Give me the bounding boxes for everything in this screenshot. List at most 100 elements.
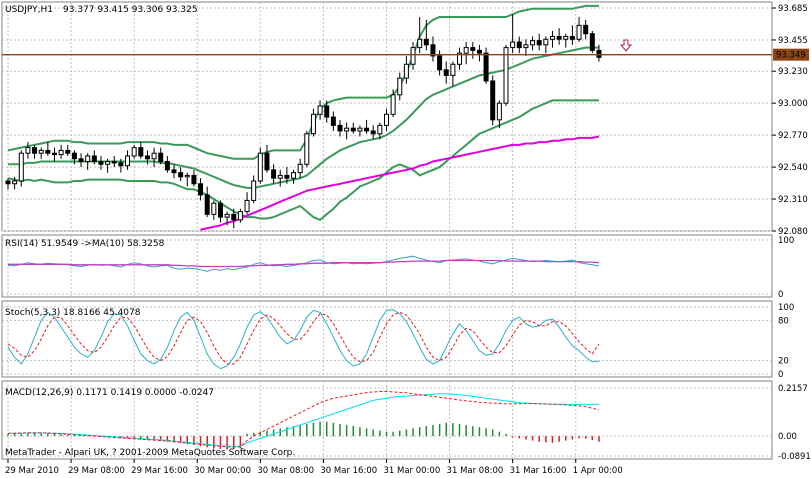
rsi-lines xyxy=(7,255,600,272)
macd-signal-line xyxy=(7,393,599,447)
candle-body xyxy=(144,155,150,160)
candle-body xyxy=(297,163,303,174)
candle-body xyxy=(450,63,456,76)
candle-body xyxy=(383,113,389,126)
candle-body xyxy=(350,127,356,132)
moving-average xyxy=(200,135,600,231)
y-tick-label: 0.2157 xyxy=(778,384,808,394)
candle-body xyxy=(410,47,416,65)
candle-body xyxy=(237,211,243,221)
copyright-text: MetaTrader - Alpari UK, ? 2001-2009 Meta… xyxy=(5,448,295,458)
ohlc-readout: 93.377 93.415 93.306 93.325 xyxy=(63,5,198,15)
candle-body xyxy=(45,149,51,154)
candle-body xyxy=(277,174,283,179)
candle-body xyxy=(85,155,91,163)
y-tick-label: -0.0891 xyxy=(778,452,811,462)
candle-body xyxy=(523,44,529,49)
stoch-lines xyxy=(7,309,600,370)
candle-body xyxy=(5,180,11,185)
candle-body xyxy=(191,174,197,185)
candle-body xyxy=(171,169,177,174)
x-tick-label: 29 Mar 16:00 xyxy=(131,466,188,476)
candle-body xyxy=(251,180,257,201)
candle-body xyxy=(12,180,18,185)
y-tick-label: 93.455 xyxy=(778,36,808,46)
x-tick-label: 29 Mar 08:00 xyxy=(68,466,125,476)
candle-body xyxy=(377,124,383,135)
candle-body xyxy=(131,147,137,157)
stoch-signal-line xyxy=(7,311,600,365)
y-tick-label: 0.00 xyxy=(778,432,797,442)
candle-body xyxy=(184,174,190,178)
x-tick-label: 29 Mar 2010 xyxy=(5,466,59,476)
candle-body xyxy=(118,162,124,167)
candle-body xyxy=(317,105,323,115)
candle-body xyxy=(397,77,403,96)
candle-body xyxy=(549,35,555,40)
candle-body xyxy=(231,213,237,221)
candle-body xyxy=(178,172,184,178)
x-tick-label: 31 Mar 08:00 xyxy=(447,466,504,476)
down-arrow-icon[interactable] xyxy=(619,39,633,52)
candle-body xyxy=(151,152,157,160)
y-tick-label: 92.770 xyxy=(778,131,808,141)
bollinger-bands xyxy=(7,4,599,222)
x-tick-label: 31 Mar 00:00 xyxy=(383,466,440,476)
x-tick-label: 1 Apr 00:00 xyxy=(573,466,623,476)
y-tick-label: 20 xyxy=(778,357,789,367)
x-axis-labels: 29 Mar 2010 29 Mar 08:00 29 Mar 16:00 30 Ma… xyxy=(5,459,623,476)
candle-body xyxy=(25,147,31,154)
candle-body xyxy=(503,47,509,104)
candle-body xyxy=(463,47,469,54)
y-tick-label: 93.000 xyxy=(778,99,808,109)
candle-body xyxy=(58,149,64,156)
candle-body xyxy=(204,194,210,215)
x-tick-label: 30 Mar 16:00 xyxy=(320,466,377,476)
y-tick-label: 93.230 xyxy=(778,67,808,77)
grid-layer xyxy=(2,2,772,459)
axis-ticks: 93.685 93.455 93.230 93.000 92.770 92.540 92.3… xyxy=(772,4,811,462)
moving-average-line xyxy=(200,135,600,231)
candle-body xyxy=(217,202,223,218)
candle-body xyxy=(437,55,443,71)
candle-body xyxy=(71,152,77,160)
x-tick-label: 30 Mar 08:00 xyxy=(257,466,314,476)
candle-body xyxy=(457,52,463,65)
macd-title: MACD(12,26,9) 0.1171 0.1419 0.0000 -0.02… xyxy=(5,388,214,398)
candle-body xyxy=(390,94,396,115)
y-tick-label: 0 xyxy=(778,290,783,300)
candle-body xyxy=(576,24,582,40)
candle-body xyxy=(18,152,24,182)
candle-body xyxy=(211,202,217,215)
candle-body xyxy=(543,38,549,46)
rsi-title: RSI(14) 51.9549 ->MA(10) 58.3258 xyxy=(5,239,165,249)
y-tick-label: 0 xyxy=(778,370,783,380)
candle-body xyxy=(583,24,589,35)
candle-body xyxy=(476,49,482,54)
candle-body xyxy=(370,130,376,135)
candle-body xyxy=(364,127,370,132)
candle-body xyxy=(496,102,502,121)
candle-body xyxy=(357,127,363,132)
y-tick-label: 92.080 xyxy=(778,227,808,237)
y-tick-label: 92.540 xyxy=(778,163,808,173)
candle-body xyxy=(91,155,97,163)
candle-body xyxy=(271,169,277,179)
lower-band-line xyxy=(7,99,599,222)
symbol-title: USDJPY,H1 xyxy=(5,5,53,15)
y-tick-label: 100 xyxy=(778,303,794,313)
candle-body xyxy=(78,158,84,163)
candle-body xyxy=(291,172,297,179)
candle-body xyxy=(284,174,290,179)
candles-layer xyxy=(5,14,602,229)
candle-body xyxy=(224,213,230,218)
candle-body xyxy=(337,124,343,132)
candle-body xyxy=(430,44,436,57)
macd-layer xyxy=(7,391,600,450)
candle-body xyxy=(530,40,536,46)
current-price-tag xyxy=(773,48,809,61)
candle-body xyxy=(423,38,429,46)
candle-body xyxy=(589,33,595,51)
